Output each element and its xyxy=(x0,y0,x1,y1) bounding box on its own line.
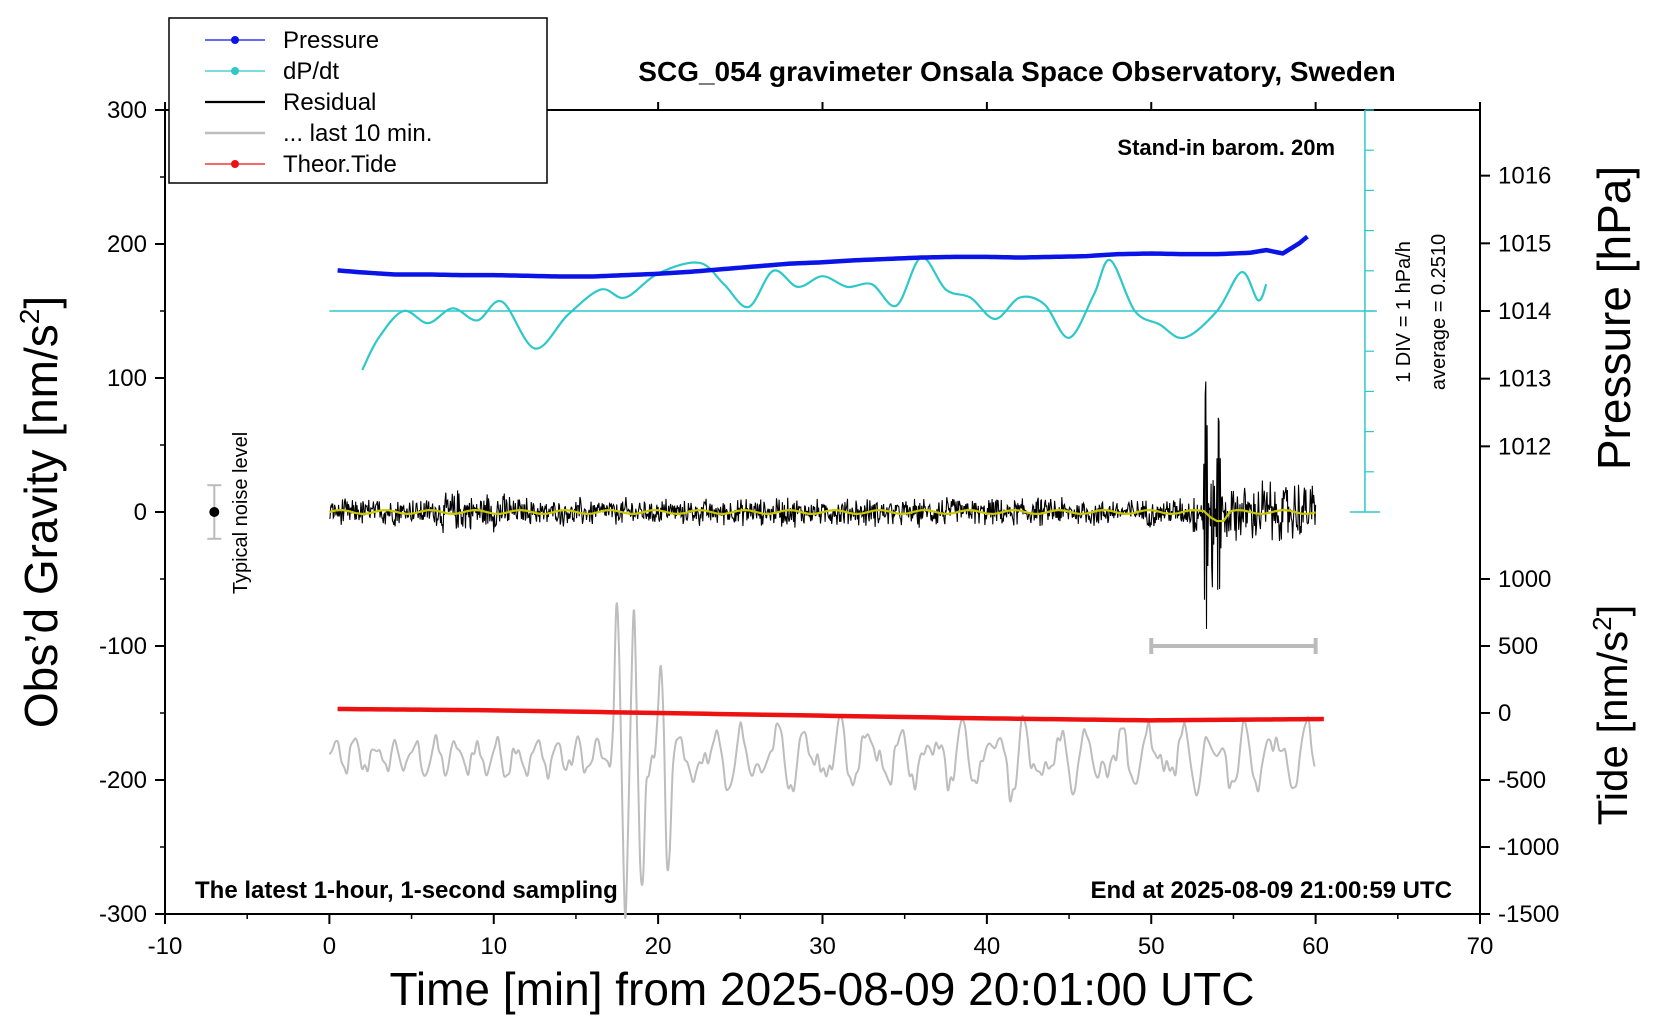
x-tick-label: 0 xyxy=(323,933,336,960)
legend-label: ... last 10 min. xyxy=(283,120,432,147)
legend-label: Pressure xyxy=(283,27,379,54)
noise-level-label: Typical noise level xyxy=(230,432,252,594)
y-tick-label: 100 xyxy=(107,365,147,392)
x-tick-label: 20 xyxy=(645,933,672,960)
x-tick-label: -10 xyxy=(148,933,183,960)
x-tick-label: 40 xyxy=(974,933,1001,960)
x-tick-label: 50 xyxy=(1138,933,1165,960)
y-tick-label: 300 xyxy=(107,97,147,124)
x-tick-label: 70 xyxy=(1467,933,1494,960)
legend-label: Residual xyxy=(283,89,376,116)
noise-bar-point xyxy=(209,507,220,517)
legend-label: dP/dt xyxy=(283,58,339,85)
x-axis-title: Time [min] from 2025-08-09 20:01:00 UTC xyxy=(390,963,1255,1015)
tide-series-line xyxy=(337,706,1324,723)
dpdt-average-label: average = 0.2510 xyxy=(1428,234,1450,390)
pressure-tick-label: 1016 xyxy=(1498,163,1551,190)
x-tick-label: 30 xyxy=(809,933,836,960)
y-axis-title-pressure: Pressure [hPa] xyxy=(1588,166,1640,470)
chart-title: SCG_054 gravimeter Onsala Space Observat… xyxy=(638,56,1395,87)
latest-note: The latest 1-hour, 1-second sampling xyxy=(195,877,618,904)
x-tick-label: 60 xyxy=(1302,933,1329,960)
residual-series-line xyxy=(329,381,1317,629)
tide-tick-label: 500 xyxy=(1498,633,1538,660)
y-tick-label: -300 xyxy=(99,901,147,928)
y-axis-title-left: Obs’d Gravity [nm/s2] xyxy=(14,296,67,728)
series-layer xyxy=(207,109,1380,920)
tide-tick-label: 1000 xyxy=(1498,566,1551,593)
residual-smooth-line xyxy=(329,508,1316,523)
tide-tick-label: -1000 xyxy=(1498,834,1559,861)
barometer-note: Stand-in barom. 20m xyxy=(1117,135,1335,160)
y-axis-title-tide: Tide [nm/s2] xyxy=(1587,605,1636,826)
pressure-tick-label: 1014 xyxy=(1498,298,1551,325)
tide-tick-label: 0 xyxy=(1498,700,1511,727)
axis-ticks: -10 0 10 20 30 40 50 60 70-300-200-1000100200300… xyxy=(99,97,1559,960)
legend-box xyxy=(168,17,548,184)
y-tick-label: 0 xyxy=(134,499,147,526)
tide-tick-label: -500 xyxy=(1498,767,1546,794)
legend-items: Pressure dP/dt Residual ... last 10 min. The… xyxy=(205,27,432,178)
pressure-tick-label: 1015 xyxy=(1498,230,1551,257)
legend-marker xyxy=(231,36,239,44)
legend-label: Theor.Tide xyxy=(283,151,397,178)
dpdt-scale-label: 1 DIV = 1 hPa/h xyxy=(1393,241,1415,383)
tide-tick-label: -1500 xyxy=(1498,901,1559,928)
legend-marker xyxy=(231,160,239,168)
y-tick-label: -200 xyxy=(99,767,147,794)
pressure-tick-label: 1012 xyxy=(1498,433,1551,460)
x-tick-label: 10 xyxy=(480,933,507,960)
dpdt-series-line xyxy=(361,256,1268,371)
pressure-tick-label: 1013 xyxy=(1498,366,1551,393)
y-tick-label: 200 xyxy=(107,231,147,258)
legend: Pressure dP/dt Residual ... last 10 min. The… xyxy=(168,17,548,184)
y-tick-label: -100 xyxy=(99,633,147,660)
end-time-note: End at 2025-08-09 21:00:59 UTC xyxy=(1091,877,1453,904)
pressure-series-line xyxy=(337,234,1309,279)
legend-marker xyxy=(231,67,239,75)
